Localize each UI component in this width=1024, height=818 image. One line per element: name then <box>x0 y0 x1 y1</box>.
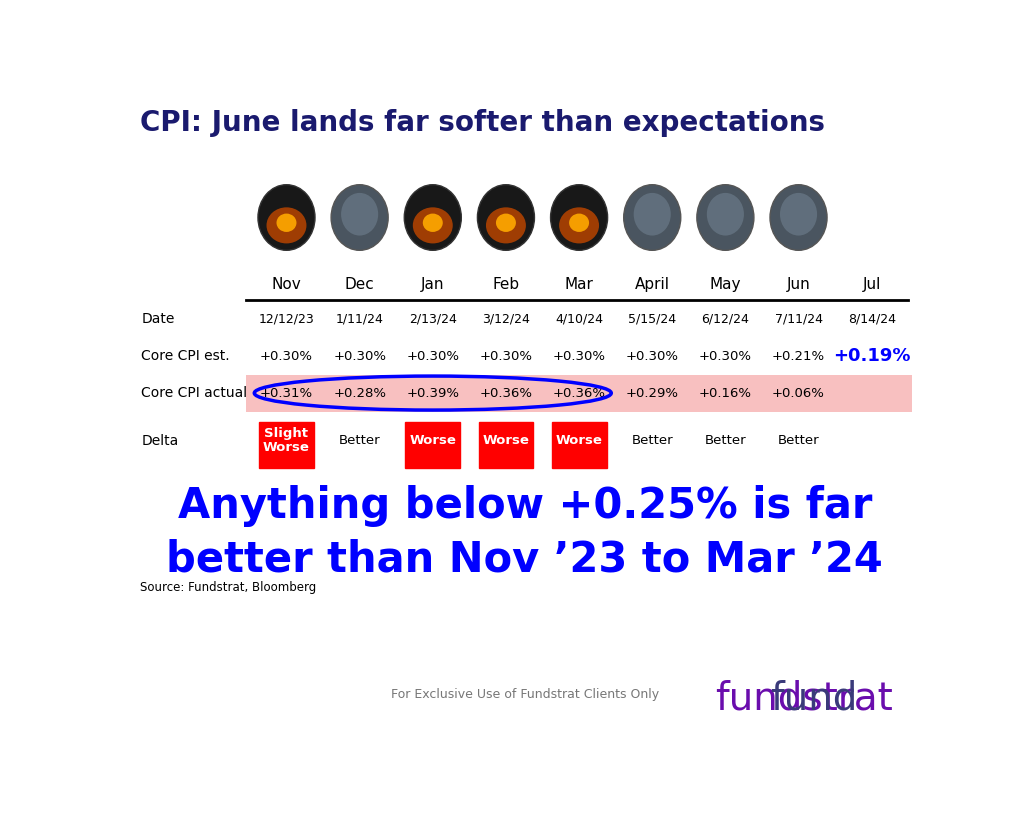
Text: +0.31%: +0.31% <box>260 387 313 399</box>
Ellipse shape <box>624 185 681 250</box>
FancyBboxPatch shape <box>259 421 314 468</box>
FancyBboxPatch shape <box>406 421 460 468</box>
Text: +0.39%: +0.39% <box>407 387 460 399</box>
Text: +0.36%: +0.36% <box>553 387 605 399</box>
Text: 12/12/23: 12/12/23 <box>259 312 314 326</box>
Text: +0.30%: +0.30% <box>699 349 752 362</box>
Text: Mar: Mar <box>564 277 594 292</box>
Text: Nov: Nov <box>271 277 301 292</box>
Text: Delta: Delta <box>141 434 178 447</box>
Text: Anything below +0.25% is far
better than Nov ’23 to Mar ’24: Anything below +0.25% is far better than… <box>167 485 883 581</box>
Text: Better: Better <box>632 434 673 447</box>
Text: 4/10/24: 4/10/24 <box>555 312 603 326</box>
Ellipse shape <box>697 185 754 250</box>
Text: Core CPI actual: Core CPI actual <box>141 386 248 400</box>
Text: May: May <box>710 277 741 292</box>
Text: April: April <box>635 277 670 292</box>
FancyBboxPatch shape <box>552 421 606 468</box>
Ellipse shape <box>258 185 315 250</box>
Text: Slight
Worse: Slight Worse <box>263 427 310 454</box>
Text: +0.30%: +0.30% <box>626 349 679 362</box>
Text: 7/11/24: 7/11/24 <box>774 312 822 326</box>
Text: Jan: Jan <box>421 277 444 292</box>
Text: +0.29%: +0.29% <box>626 387 679 399</box>
Ellipse shape <box>770 185 827 250</box>
Text: Dec: Dec <box>345 277 375 292</box>
Text: +0.21%: +0.21% <box>772 349 825 362</box>
Text: 1/11/24: 1/11/24 <box>336 312 384 326</box>
Ellipse shape <box>707 193 743 236</box>
Text: 5/15/24: 5/15/24 <box>628 312 676 326</box>
Text: 3/12/24: 3/12/24 <box>482 312 529 326</box>
Text: 2/13/24: 2/13/24 <box>409 312 457 326</box>
FancyBboxPatch shape <box>246 375 912 412</box>
Text: +0.30%: +0.30% <box>479 349 532 362</box>
Text: 6/12/24: 6/12/24 <box>701 312 750 326</box>
Ellipse shape <box>423 213 442 232</box>
Text: Core CPI est.: Core CPI est. <box>141 349 230 363</box>
Ellipse shape <box>569 213 589 232</box>
Text: +0.30%: +0.30% <box>407 349 460 362</box>
Text: Source: Fundstrat, Bloomberg: Source: Fundstrat, Bloomberg <box>140 581 316 594</box>
Ellipse shape <box>276 213 297 232</box>
Text: +0.16%: +0.16% <box>699 387 752 399</box>
Ellipse shape <box>266 207 306 244</box>
Text: Worse: Worse <box>556 434 602 447</box>
Text: 8/14/24: 8/14/24 <box>848 312 896 326</box>
Text: Worse: Worse <box>410 434 457 447</box>
Text: +0.06%: +0.06% <box>772 387 825 399</box>
Text: fund: fund <box>770 680 857 717</box>
Text: Feb: Feb <box>493 277 519 292</box>
Text: Jun: Jun <box>786 277 810 292</box>
Text: +0.30%: +0.30% <box>260 349 313 362</box>
Text: CPI: June lands far softer than expectations: CPI: June lands far softer than expectat… <box>140 109 824 137</box>
Text: +0.36%: +0.36% <box>479 387 532 399</box>
Ellipse shape <box>331 185 388 250</box>
Text: Date: Date <box>141 312 175 326</box>
Ellipse shape <box>496 213 516 232</box>
Text: +0.19%: +0.19% <box>833 347 910 365</box>
Text: Worse: Worse <box>482 434 529 447</box>
Ellipse shape <box>634 193 671 236</box>
Text: +0.28%: +0.28% <box>333 387 386 399</box>
Text: For Exclusive Use of Fundstrat Clients Only: For Exclusive Use of Fundstrat Clients O… <box>391 689 658 701</box>
Ellipse shape <box>559 207 599 244</box>
FancyBboxPatch shape <box>478 421 534 468</box>
Ellipse shape <box>780 193 817 236</box>
Text: Better: Better <box>777 434 819 447</box>
Ellipse shape <box>477 185 535 250</box>
Ellipse shape <box>486 207 526 244</box>
Text: Better: Better <box>339 434 381 447</box>
Text: fundstrat: fundstrat <box>715 680 893 717</box>
Text: Jul: Jul <box>862 277 881 292</box>
Ellipse shape <box>551 185 607 250</box>
Ellipse shape <box>404 185 462 250</box>
Text: +0.30%: +0.30% <box>553 349 605 362</box>
Text: Better: Better <box>705 434 746 447</box>
Ellipse shape <box>413 207 453 244</box>
Ellipse shape <box>341 193 378 236</box>
Text: +0.30%: +0.30% <box>333 349 386 362</box>
